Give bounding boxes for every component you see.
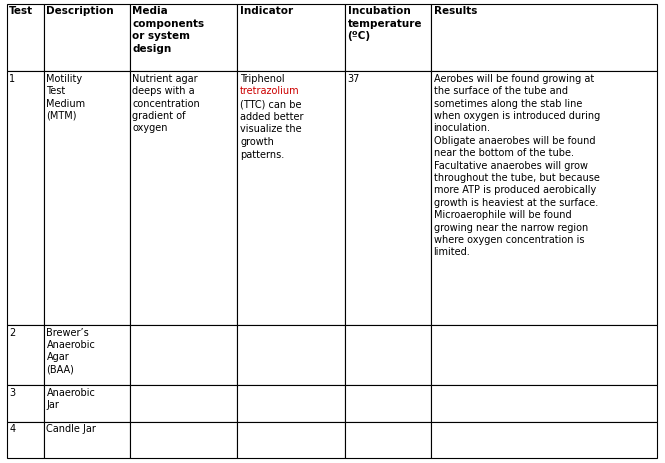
Text: Description: Description: [47, 6, 114, 17]
Text: Results: Results: [434, 6, 477, 17]
Bar: [345, 5, 431, 72]
Bar: [237, 5, 345, 72]
Text: patterns.: patterns.: [240, 149, 284, 159]
Bar: [237, 325, 345, 385]
Bar: [345, 422, 431, 458]
Text: Media
components
or system
design: Media components or system design: [132, 6, 205, 54]
Bar: [130, 325, 237, 385]
Bar: [431, 72, 657, 325]
Bar: [44, 5, 130, 72]
Bar: [44, 72, 130, 325]
Bar: [44, 422, 130, 458]
Bar: [431, 385, 657, 422]
Text: Nutrient agar
deeps with a
concentration
gradient of
oxygen: Nutrient agar deeps with a concentration…: [132, 74, 200, 133]
Text: Aerobes will be found growing at
the surface of the tube and
sometimes along the: Aerobes will be found growing at the sur…: [434, 74, 600, 257]
Text: Anaerobic
Jar: Anaerobic Jar: [47, 387, 95, 409]
Text: Brewer’s
Anaerobic
Agar
(BAA): Brewer’s Anaerobic Agar (BAA): [47, 327, 95, 374]
Bar: [44, 325, 130, 385]
Bar: [345, 385, 431, 422]
Bar: [130, 422, 237, 458]
Bar: [237, 422, 345, 458]
Text: Triphenol: Triphenol: [240, 74, 285, 84]
Bar: [7, 325, 44, 385]
Text: Candle Jar: Candle Jar: [47, 424, 96, 433]
Bar: [7, 385, 44, 422]
Bar: [7, 422, 44, 458]
Bar: [431, 325, 657, 385]
Bar: [237, 385, 345, 422]
Bar: [130, 72, 237, 325]
Bar: [7, 72, 44, 325]
Bar: [44, 385, 130, 422]
Bar: [237, 72, 345, 325]
Text: 37: 37: [348, 74, 360, 84]
Bar: [345, 72, 431, 325]
Text: 4: 4: [9, 424, 15, 433]
Bar: [431, 422, 657, 458]
Text: 2: 2: [9, 327, 15, 337]
Text: tretrazolium: tretrazolium: [240, 86, 300, 96]
Bar: [431, 5, 657, 72]
Bar: [130, 385, 237, 422]
Bar: [345, 325, 431, 385]
Text: Indicator: Indicator: [240, 6, 293, 17]
Text: Incubation
temperature
(ºC): Incubation temperature (ºC): [348, 6, 422, 41]
Text: 1: 1: [9, 74, 15, 84]
Bar: [130, 5, 237, 72]
Text: added better: added better: [240, 112, 303, 121]
Text: growth: growth: [240, 137, 274, 147]
Bar: [7, 5, 44, 72]
Text: visualize the: visualize the: [240, 124, 302, 134]
Text: Test: Test: [9, 6, 33, 17]
Text: (TTC) can be: (TTC) can be: [240, 99, 301, 109]
Text: Motility
Test
Medium
(MTM): Motility Test Medium (MTM): [47, 74, 86, 121]
Text: 3: 3: [9, 387, 15, 397]
